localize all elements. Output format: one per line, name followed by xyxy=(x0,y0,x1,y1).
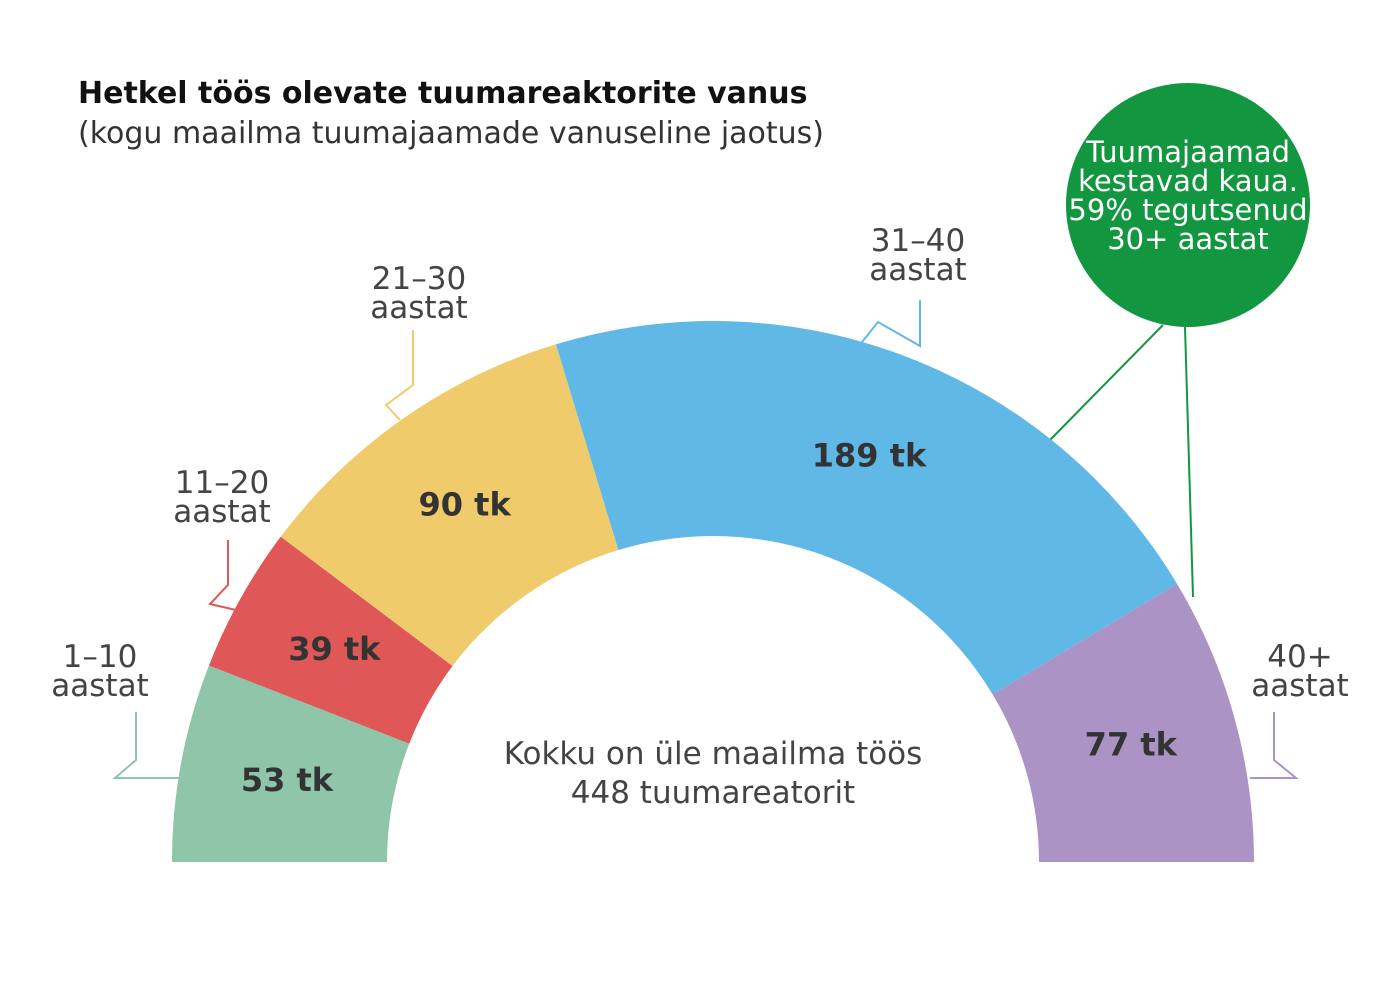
chart-subtitle: (kogu maailma tuumajaamade vanuseline ja… xyxy=(78,116,825,151)
segment xyxy=(992,583,1254,862)
value-label: 189 tk xyxy=(812,437,927,475)
segment xyxy=(555,321,1178,695)
annotation-line xyxy=(1184,326,1194,598)
annotation-line xyxy=(1049,324,1164,441)
value-label: 90 tk xyxy=(419,486,512,524)
segment xyxy=(280,344,619,666)
value-label: 53 tk xyxy=(241,761,334,799)
category-label: 11–20 aastat xyxy=(173,465,271,530)
center-text: Kokku on üle maailma töös 448 tuumareato… xyxy=(503,736,923,811)
value-label: 39 tk xyxy=(288,630,381,668)
leader-line xyxy=(112,712,180,779)
segment xyxy=(208,536,453,744)
leader-line xyxy=(208,540,237,611)
value-label: 77 tk xyxy=(1085,725,1178,763)
category-label: 31–40 aastat xyxy=(869,223,967,288)
leader-line xyxy=(1250,712,1299,779)
segment xyxy=(172,665,410,862)
annotation: Tuumajaamad kestavad kaua. 59% tegutsenu… xyxy=(1068,135,1308,256)
category-label: 1–10 aastat xyxy=(51,639,149,704)
category-label: 40+ aastat xyxy=(1251,639,1349,704)
category-label: 21–30 aastat xyxy=(370,261,468,326)
annotation-circle xyxy=(1066,83,1310,327)
leader-line xyxy=(861,300,921,348)
chart-title: Hetkel töös olevate tuumareaktorite vanu… xyxy=(78,76,808,111)
leader-line xyxy=(384,330,414,421)
